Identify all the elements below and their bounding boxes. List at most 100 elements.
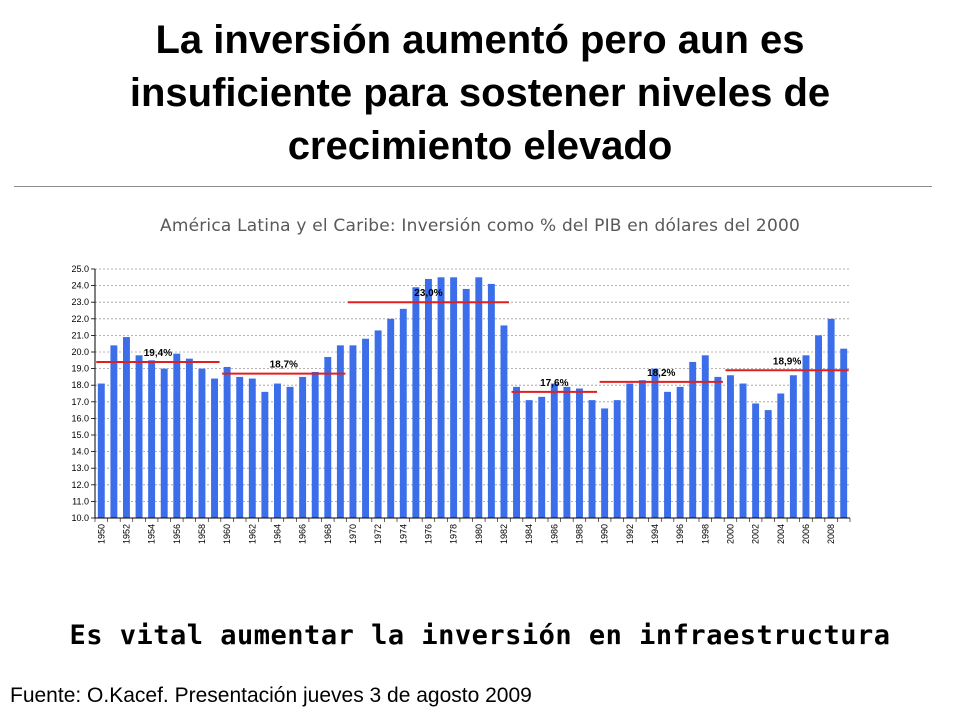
y-tick-label: 16.0	[71, 413, 89, 423]
bar-2000	[726, 375, 734, 518]
bar-1999	[714, 376, 722, 518]
y-tick-label: 22.0	[71, 314, 89, 324]
bar-1965	[286, 386, 294, 518]
x-tick-label-1980: 1980	[474, 524, 484, 544]
y-tick-label: 23.0	[71, 297, 89, 307]
x-tick-label-1954: 1954	[147, 524, 157, 544]
bar-1998	[701, 355, 709, 518]
bar-1955	[160, 368, 168, 518]
x-tick-label-1986: 1986	[549, 524, 559, 544]
y-tick-label: 25.0	[71, 264, 89, 274]
y-tick-label: 19.0	[71, 364, 89, 374]
bar-1977	[437, 277, 445, 518]
y-tick-label: 12.0	[71, 480, 89, 490]
title-line-2: insuficiente para sostener niveles de	[129, 71, 831, 115]
chart-title: América Latina y el Caribe: Inversión co…	[159, 216, 800, 236]
bar-1973	[387, 318, 395, 518]
bar-1984	[525, 400, 533, 518]
bar-1995	[664, 391, 672, 518]
bars	[97, 277, 848, 518]
bar-1954	[148, 360, 156, 518]
x-tick-label-2006: 2006	[801, 524, 811, 544]
average-label-1970-1982: 23,0%	[414, 288, 442, 299]
title-line-3: crecimiento elevado	[287, 124, 673, 168]
x-tick-label-1988: 1988	[574, 524, 584, 544]
bar-1979	[462, 288, 470, 518]
x-tick-label-1998: 1998	[700, 524, 710, 544]
bar-1964	[273, 383, 281, 518]
average-label-1990-1999: 18,2%	[647, 368, 675, 379]
bar-1976	[424, 278, 432, 518]
y-tick-label: 24.0	[71, 281, 89, 291]
bar-1980	[475, 277, 483, 518]
slide-title: La inversión aumentó pero aun es insufic…	[20, 14, 940, 173]
x-tick-label-1950: 1950	[96, 524, 106, 544]
y-tick-label: 13.0	[71, 463, 89, 473]
y-tick-label: 15.0	[71, 430, 89, 440]
y-tick-label: 10.0	[71, 513, 89, 523]
bar-2007	[815, 335, 823, 518]
x-tick-label-1956: 1956	[172, 524, 182, 544]
bar-1985	[538, 396, 546, 518]
bar-1972	[374, 330, 382, 518]
bar-1993	[638, 380, 646, 518]
y-tick-label: 18.0	[71, 380, 89, 390]
average-label-1983-1989: 17,6%	[540, 378, 568, 389]
title-line-1: La inversión aumentó pero aun es	[155, 18, 805, 62]
bar-2009	[840, 348, 848, 518]
bar-1974	[399, 308, 407, 518]
bar-1989	[588, 400, 596, 518]
bar-2005	[789, 375, 797, 518]
average-label-1960-1969: 18,7%	[270, 360, 298, 371]
x-tick-label-1952: 1952	[121, 524, 131, 544]
x-tick-label-2004: 2004	[776, 524, 786, 544]
average-label-1950-1959: 19,4%	[144, 348, 172, 359]
x-tick-label-2002: 2002	[751, 524, 761, 544]
bar-1990	[601, 408, 609, 518]
bar-1958	[198, 368, 206, 518]
bar-1986	[550, 383, 558, 518]
bar-1988	[575, 388, 583, 518]
x-tick-label-1966: 1966	[298, 524, 308, 544]
y-tick-label: 20.0	[71, 347, 89, 357]
bar-1969	[336, 345, 344, 518]
x-tick-label-1996: 1996	[675, 524, 685, 544]
y-tick-label: 14.0	[71, 447, 89, 457]
x-tick-label-1978: 1978	[449, 524, 459, 544]
x-tick-label-1970: 1970	[348, 524, 358, 544]
x-tick-label-1958: 1958	[197, 524, 207, 544]
x-tick-label-1994: 1994	[650, 524, 660, 544]
bar-2004	[777, 393, 785, 518]
average-label-2000-2009: 18,9%	[773, 356, 801, 367]
bar-2001	[739, 383, 747, 518]
bar-1966	[299, 376, 307, 518]
bar-1953	[135, 355, 143, 518]
bar-1963	[261, 391, 269, 518]
x-tick-label-2008: 2008	[826, 524, 836, 544]
bar-1982	[500, 325, 508, 518]
x-tick-label-1990: 1990	[600, 524, 610, 544]
bar-1951	[110, 345, 118, 518]
bar-1987	[563, 386, 571, 518]
bar-1992	[626, 383, 634, 518]
x-tick-label-1976: 1976	[423, 524, 433, 544]
source-citation: Fuente: O.Kacef. Presentación jueves 3 d…	[10, 684, 532, 707]
bar-2008	[827, 318, 835, 518]
x-tick-label-1972: 1972	[373, 524, 383, 544]
bar-2003	[764, 410, 772, 518]
bar-1997	[689, 361, 697, 518]
bar-1978	[450, 277, 458, 518]
bar-1981	[487, 283, 495, 518]
bar-1996	[676, 386, 684, 518]
title-divider	[14, 186, 932, 187]
x-tick-label-1982: 1982	[499, 524, 509, 544]
bar-1959	[211, 378, 219, 518]
x-tick-label-1968: 1968	[323, 524, 333, 544]
bar-1967	[311, 371, 319, 518]
period-average-lines: 19,4% 18,7% 23,0% 17,6% 18,2% 18,9%	[96, 288, 849, 393]
x-tick-label-1984: 1984	[524, 524, 534, 544]
bar-1975	[412, 287, 420, 518]
bar-1961	[236, 376, 244, 518]
bar-1956	[173, 353, 181, 518]
y-tick-label: 17.0	[71, 397, 89, 407]
